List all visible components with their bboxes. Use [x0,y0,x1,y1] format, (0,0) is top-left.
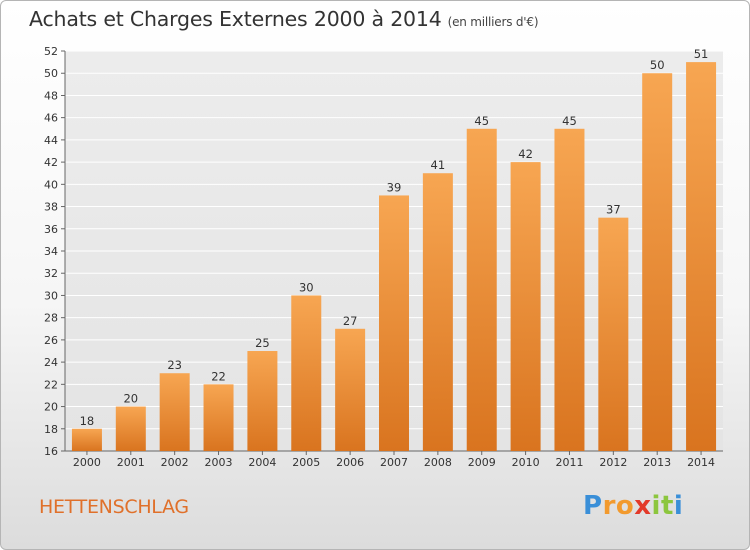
y-tick-label: 16 [44,445,58,458]
x-tick-label: 2011 [555,456,583,469]
bar [642,73,673,451]
bar [598,217,629,451]
bar-value-label: 23 [167,358,182,372]
bar-value-label: 25 [255,336,270,350]
y-tick-label: 52 [44,45,58,58]
bar-value-label: 45 [474,114,489,128]
x-tick-label: 2003 [205,456,233,469]
y-tick-label: 44 [44,134,58,147]
chart-title-row: Achats et Charges Externes 2000 à 2014 (e… [29,7,539,31]
bar-value-label: 30 [299,280,314,294]
y-tick-label: 34 [44,245,58,258]
x-tick-label: 2005 [292,456,320,469]
logo-letter: t [660,491,674,521]
x-tick-label: 2001 [117,456,145,469]
y-tick-label: 38 [44,201,58,214]
bar-value-label: 37 [606,203,621,217]
x-tick-label: 2014 [687,456,715,469]
y-tick-label: 46 [44,112,58,125]
y-tick-label: 40 [44,178,58,191]
commune-name: HETTENSCHLAG [39,496,189,518]
y-tick-label: 20 [44,401,58,414]
y-tick-label: 24 [44,356,58,369]
proxiti-logo: Proxiti [583,491,683,521]
bar [510,162,541,451]
y-tick-label: 42 [44,156,58,169]
x-tick-label: 2013 [643,456,671,469]
logo-letter: i [651,491,661,521]
bar [203,384,234,451]
y-tick-label: 50 [44,67,58,80]
bar-value-label: 51 [694,47,709,61]
y-tick-label: 18 [44,423,58,436]
bar [291,295,322,451]
bar [247,351,278,451]
bar [686,62,717,451]
y-tick-label: 32 [44,267,58,280]
bar [71,428,102,451]
bar [115,406,146,451]
bar-value-label: 18 [80,414,95,428]
logo-letter: r [602,491,616,521]
bar [335,328,366,451]
bar-value-label: 50 [650,58,665,72]
y-tick-label: 26 [44,334,58,347]
bar [159,373,190,451]
x-tick-label: 2007 [380,456,408,469]
x-tick-label: 2008 [424,456,452,469]
logo-letter: o [615,491,635,521]
x-tick-label: 2002 [161,456,189,469]
bar [379,195,409,451]
bar [466,128,497,451]
x-tick-label: 2012 [599,456,627,469]
logo-letter: x [634,491,652,521]
bar-value-label: 20 [123,392,138,406]
bar-value-label: 22 [211,369,226,383]
bar-value-label: 42 [518,147,533,161]
x-tick-label: 2004 [248,456,276,469]
bar [422,173,453,451]
bar-value-label: 27 [343,314,358,328]
chart-title: Achats et Charges Externes 2000 à 2014 [29,7,442,31]
bar-value-label: 41 [431,158,446,172]
logo-letter: P [583,491,603,521]
y-tick-label: 28 [44,312,58,325]
bar-value-label: 39 [387,180,402,194]
y-tick-label: 48 [44,89,58,102]
bar-value-label: 45 [562,114,577,128]
x-tick-label: 2010 [512,456,540,469]
x-tick-label: 2006 [336,456,364,469]
y-tick-label: 30 [44,289,58,302]
x-tick-label: 2009 [468,456,496,469]
logo-letter: i [673,491,684,521]
y-tick-label: 22 [44,378,58,391]
chart-subtitle: (en milliers d'€) [447,15,539,29]
y-tick-label: 36 [44,223,58,236]
x-tick-label: 2000 [73,456,101,469]
bar [554,128,585,451]
